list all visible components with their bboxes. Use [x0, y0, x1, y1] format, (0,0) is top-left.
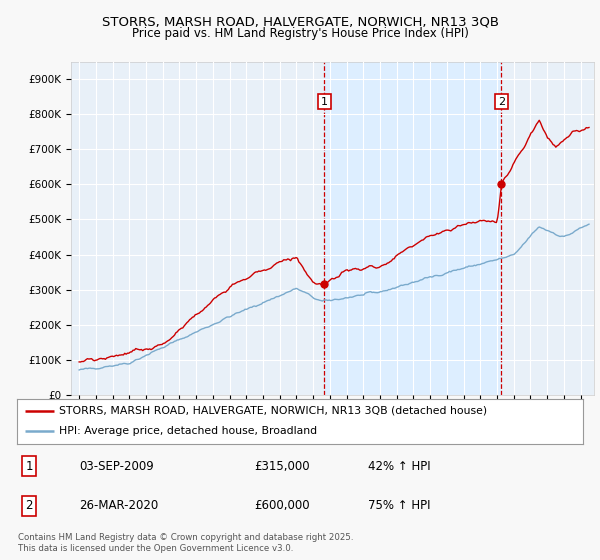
Text: 1: 1	[321, 96, 328, 106]
Text: Contains HM Land Registry data © Crown copyright and database right 2025.
This d: Contains HM Land Registry data © Crown c…	[18, 533, 353, 553]
Text: 26-MAR-2020: 26-MAR-2020	[79, 500, 158, 512]
Bar	[325, 62, 501, 395]
Text: 2: 2	[26, 500, 33, 512]
Text: 2: 2	[497, 96, 505, 106]
Text: £600,000: £600,000	[254, 500, 310, 512]
Text: STORRS, MARSH ROAD, HALVERGATE, NORWICH, NR13 3QB (detached house): STORRS, MARSH ROAD, HALVERGATE, NORWICH,…	[59, 406, 487, 416]
Text: STORRS, MARSH ROAD, HALVERGATE, NORWICH, NR13 3QB: STORRS, MARSH ROAD, HALVERGATE, NORWICH,…	[101, 16, 499, 29]
Text: £315,000: £315,000	[254, 460, 310, 473]
Text: 03-SEP-2009: 03-SEP-2009	[79, 460, 154, 473]
Text: HPI: Average price, detached house, Broadland: HPI: Average price, detached house, Broa…	[59, 426, 317, 436]
Text: 42% ↑ HPI: 42% ↑ HPI	[368, 460, 431, 473]
Text: Price paid vs. HM Land Registry's House Price Index (HPI): Price paid vs. HM Land Registry's House …	[131, 27, 469, 40]
Text: 75% ↑ HPI: 75% ↑ HPI	[368, 500, 430, 512]
Text: 1: 1	[26, 460, 33, 473]
